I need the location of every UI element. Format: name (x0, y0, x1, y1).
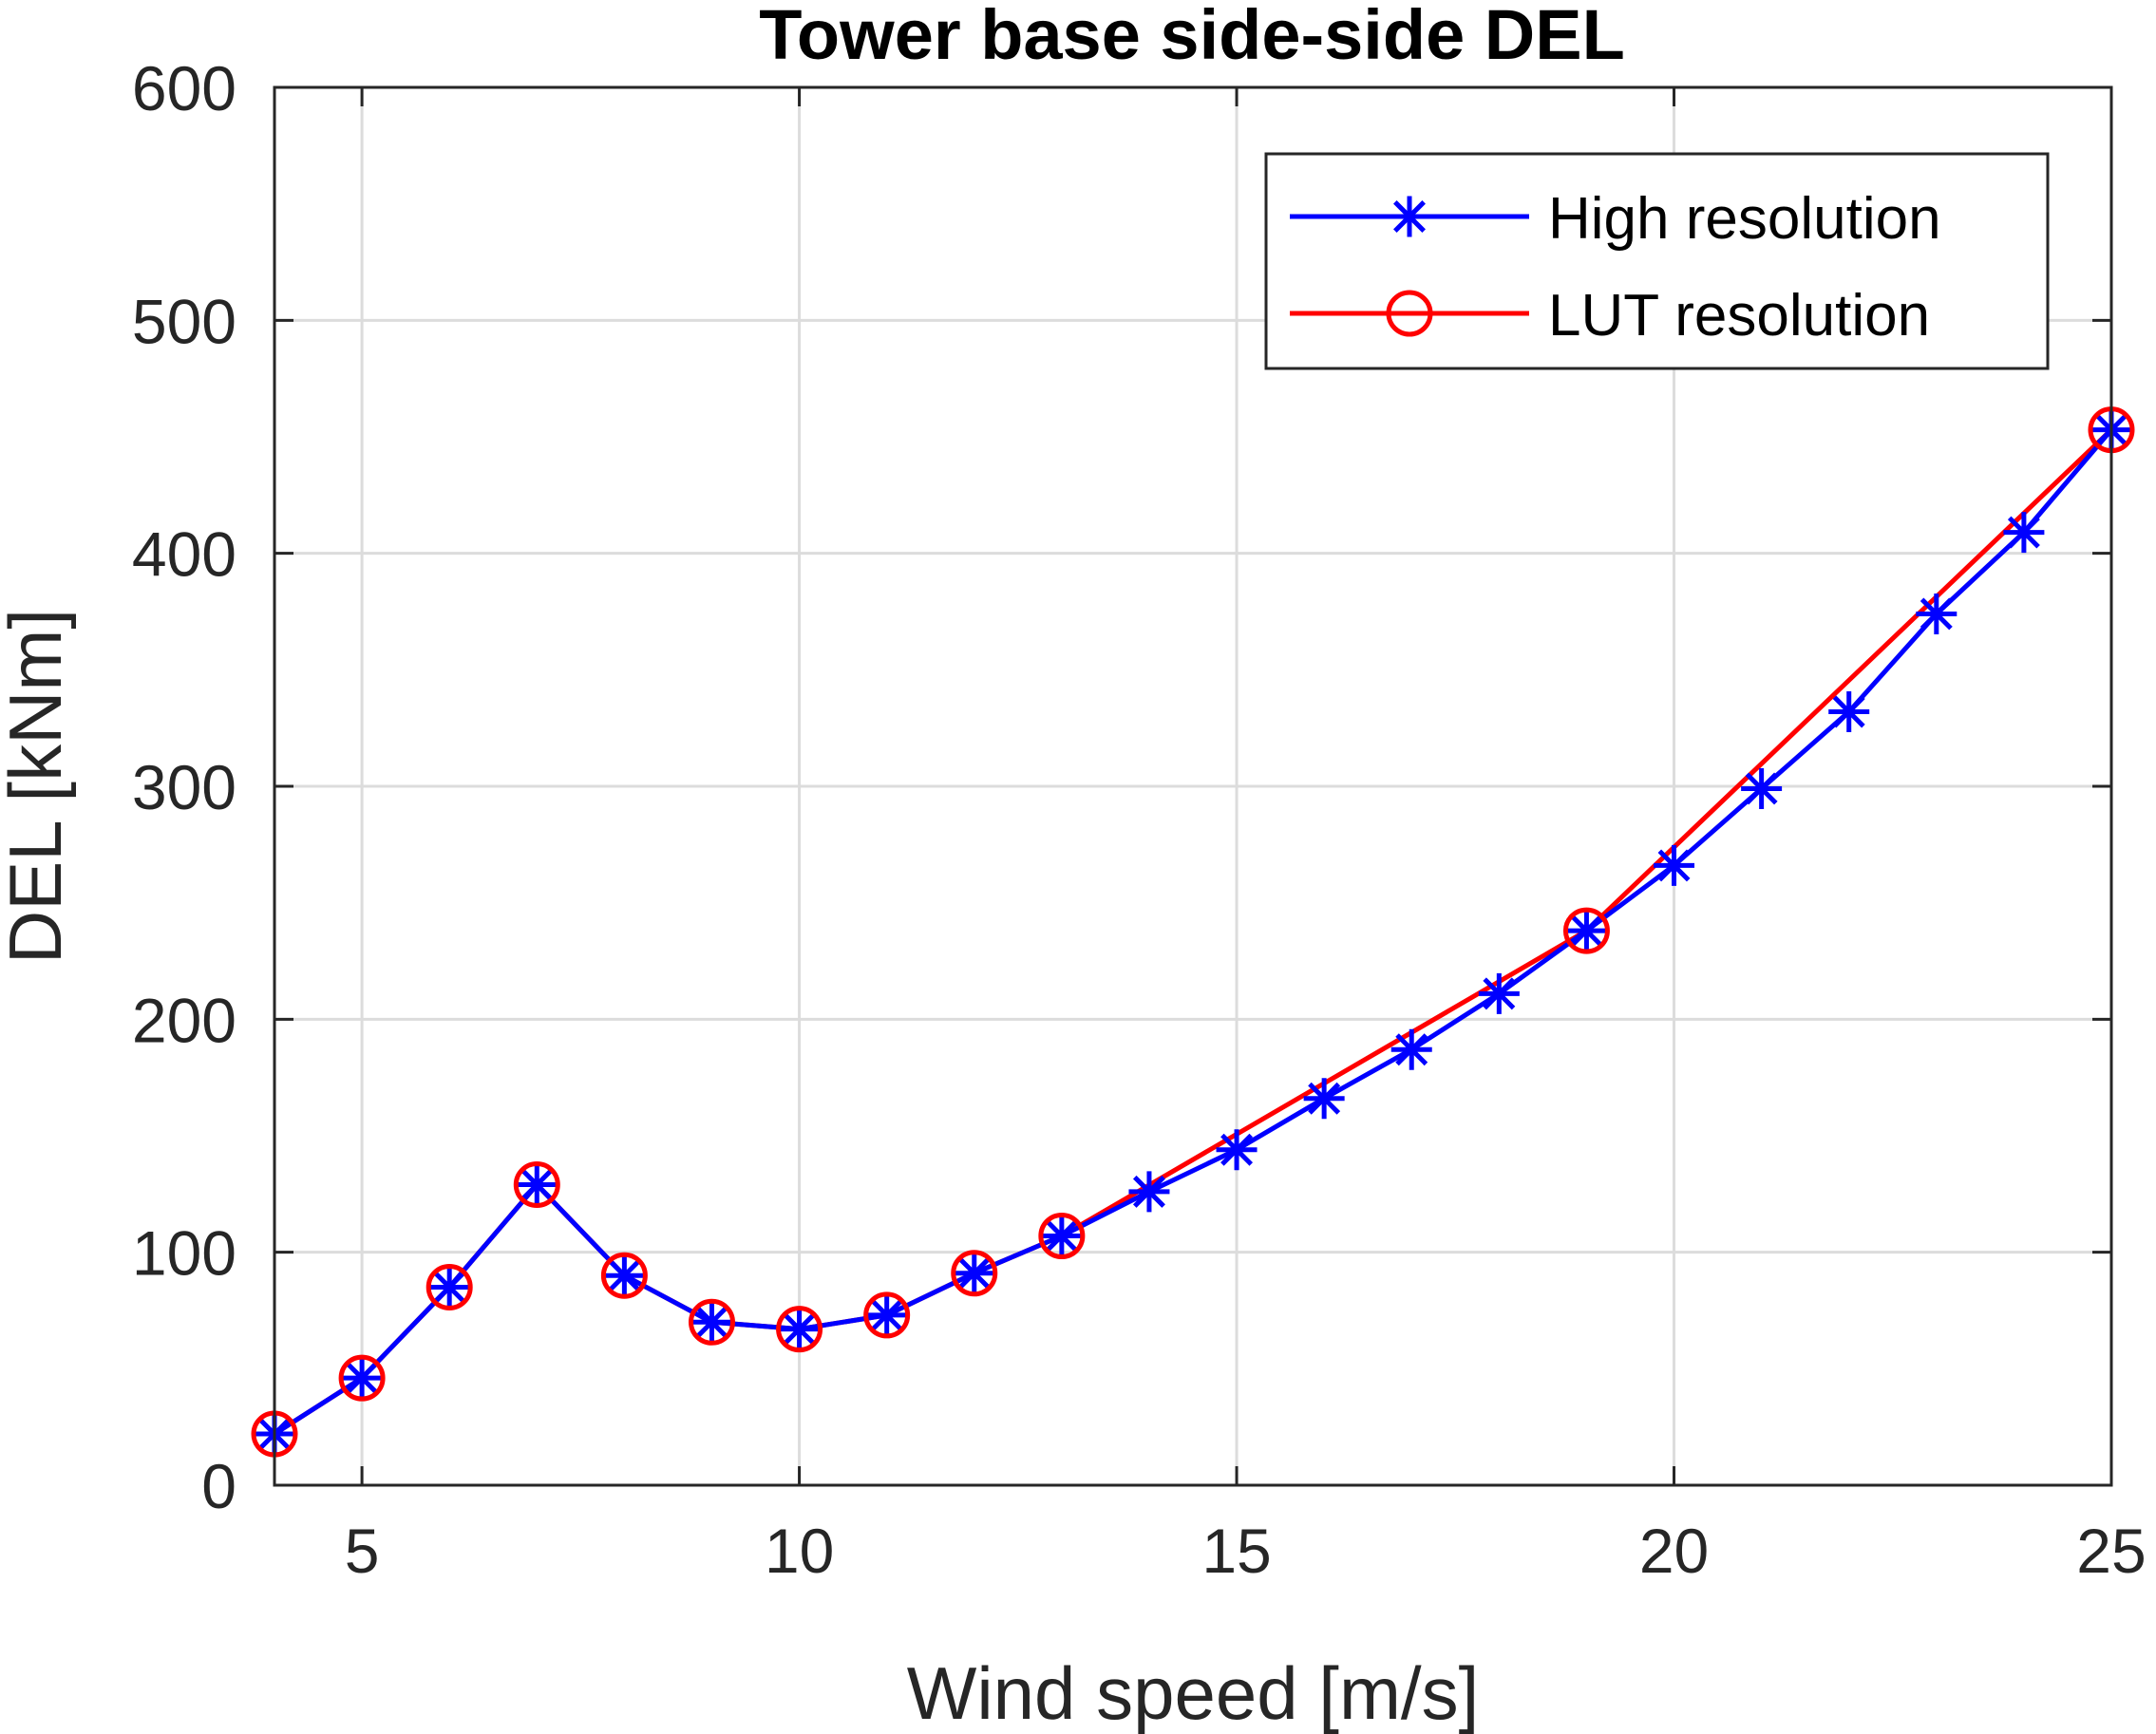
data-point-lut-resolution-circle (951, 1250, 998, 1297)
data-point-high-resolution (1216, 1129, 1258, 1171)
data-point-high-resolution (1654, 844, 1695, 886)
data-point-lut-resolution-circle (688, 1298, 735, 1346)
data-point-high-resolution (1565, 910, 1607, 952)
legend-symbol-high-resolution-asterisk (1389, 196, 1430, 237)
data-point-high-resolution (516, 1164, 558, 1206)
legend-marker-high-resolution (1389, 196, 1430, 237)
data-point-high-resolution (690, 1301, 732, 1343)
data-point-lut-resolution-circle (513, 1161, 560, 1209)
data-point-high-resolution-asterisk (1916, 593, 1957, 634)
data-point-high-resolution (1916, 593, 1957, 634)
x-axis-label: Wind speed [m/s] (907, 1651, 1480, 1734)
data-point-high-resolution-asterisk (1303, 1078, 1345, 1120)
data-point-lut-resolution (951, 1250, 998, 1297)
data-point-high-resolution-asterisk (866, 1294, 908, 1336)
legend-symbol-lut-resolution-circle (1386, 290, 1433, 337)
data-point-lut-resolution (1562, 907, 1610, 954)
data-point-lut-resolution (338, 1354, 386, 1402)
legend-marker-lut-resolution (1386, 290, 1433, 337)
series-line-high-resolution (273, 427, 2113, 1437)
axis-ticks (274, 85, 2113, 1487)
y-tick-label: 600 (132, 53, 236, 123)
legend: High resolution LUT resolution (1264, 152, 2050, 370)
y-tick-label: 500 (132, 286, 236, 356)
x-tick-label: 20 (1639, 1516, 1709, 1586)
data-point-high-resolution (1828, 690, 1870, 732)
legend-label-lut-resolution: LUT resolution (1548, 283, 1930, 349)
data-point-high-resolution (1303, 1078, 1345, 1120)
data-point-high-resolution-asterisk (1041, 1215, 1083, 1256)
data-point-high-resolution-asterisk (1654, 844, 1695, 886)
legend-box (1264, 152, 2050, 370)
data-point-high-resolution (866, 1294, 908, 1336)
data-point-lut-resolution (600, 1252, 648, 1299)
data-point-lut-resolution-circle (776, 1306, 823, 1353)
x-tick-label: 25 (2076, 1516, 2146, 1586)
data-point-high-resolution-asterisk (1390, 1028, 1432, 1070)
data-point-lut-resolution-circle (426, 1263, 473, 1310)
data-point-lut-resolution-circle (1562, 907, 1610, 954)
data-point-lut-resolution (776, 1306, 823, 1353)
data-point-lut-resolution-circle (863, 1291, 911, 1339)
data-point-high-resolution-asterisk (341, 1357, 383, 1399)
data-point-high-resolution-asterisk (2003, 512, 2045, 554)
legend-symbol-lut-resolution (1386, 290, 1433, 337)
data-point-high-resolution (779, 1309, 821, 1350)
data-point-high-resolution-asterisk (516, 1164, 558, 1206)
y-tick-label: 0 (201, 1451, 236, 1521)
data-point-high-resolution-asterisk (1128, 1171, 1170, 1213)
data-point-high-resolution-asterisk (779, 1309, 821, 1350)
data-point-high-resolution-asterisk (690, 1301, 732, 1343)
data-point-high-resolution (603, 1254, 645, 1296)
data-point-high-resolution (954, 1253, 995, 1294)
data-point-high-resolution-asterisk (428, 1266, 470, 1308)
data-point-high-resolution-asterisk (1478, 972, 1520, 1014)
data-point-lut-resolution-circle (1038, 1212, 1086, 1259)
x-tick-label: 5 (345, 1516, 380, 1586)
data-point-high-resolution (1390, 1028, 1432, 1070)
legend-label-high-resolution: High resolution (1548, 186, 1941, 252)
data-point-high-resolution-asterisk (954, 1253, 995, 1294)
y-tick-label: 200 (132, 985, 236, 1055)
legend-symbol-high-resolution (1389, 196, 1430, 237)
data-point-high-resolution-asterisk (1216, 1129, 1258, 1171)
axis-tick-labels: 5 10 15 20 25 0 100 200 300 400 500 600 (132, 53, 2147, 1586)
data-point-high-resolution (1478, 972, 1520, 1014)
x-tick-label: 15 (1201, 1516, 1271, 1586)
data-point-lut-resolution (513, 1161, 560, 1209)
data-point-lut-resolution-circle (338, 1354, 386, 1402)
data-point-lut-resolution-circle (600, 1252, 648, 1299)
data-point-lut-resolution (863, 1291, 911, 1339)
series-points-high-resolution (254, 409, 2132, 1455)
chart-title: Tower base side-side DEL (759, 0, 1625, 74)
data-point-high-resolution-asterisk (1828, 690, 1870, 732)
x-tick-label: 10 (765, 1516, 834, 1586)
y-tick-label: 400 (132, 519, 236, 590)
data-point-lut-resolution (426, 1263, 473, 1310)
data-point-high-resolution (1741, 767, 1783, 809)
y-tick-label: 100 (132, 1218, 236, 1289)
data-point-high-resolution-asterisk (1565, 910, 1607, 952)
y-tick-label: 300 (132, 752, 236, 822)
data-point-high-resolution (341, 1357, 383, 1399)
data-point-lut-resolution (688, 1298, 735, 1346)
data-point-lut-resolution (1038, 1212, 1086, 1259)
data-point-high-resolution (1128, 1171, 1170, 1213)
data-point-high-resolution (1041, 1215, 1083, 1256)
data-point-high-resolution-asterisk (1741, 767, 1783, 809)
y-axis-label: DEL [kNm] (0, 609, 77, 964)
data-point-high-resolution-asterisk (603, 1254, 645, 1296)
data-point-high-resolution (428, 1266, 470, 1308)
data-point-high-resolution (2003, 512, 2045, 554)
